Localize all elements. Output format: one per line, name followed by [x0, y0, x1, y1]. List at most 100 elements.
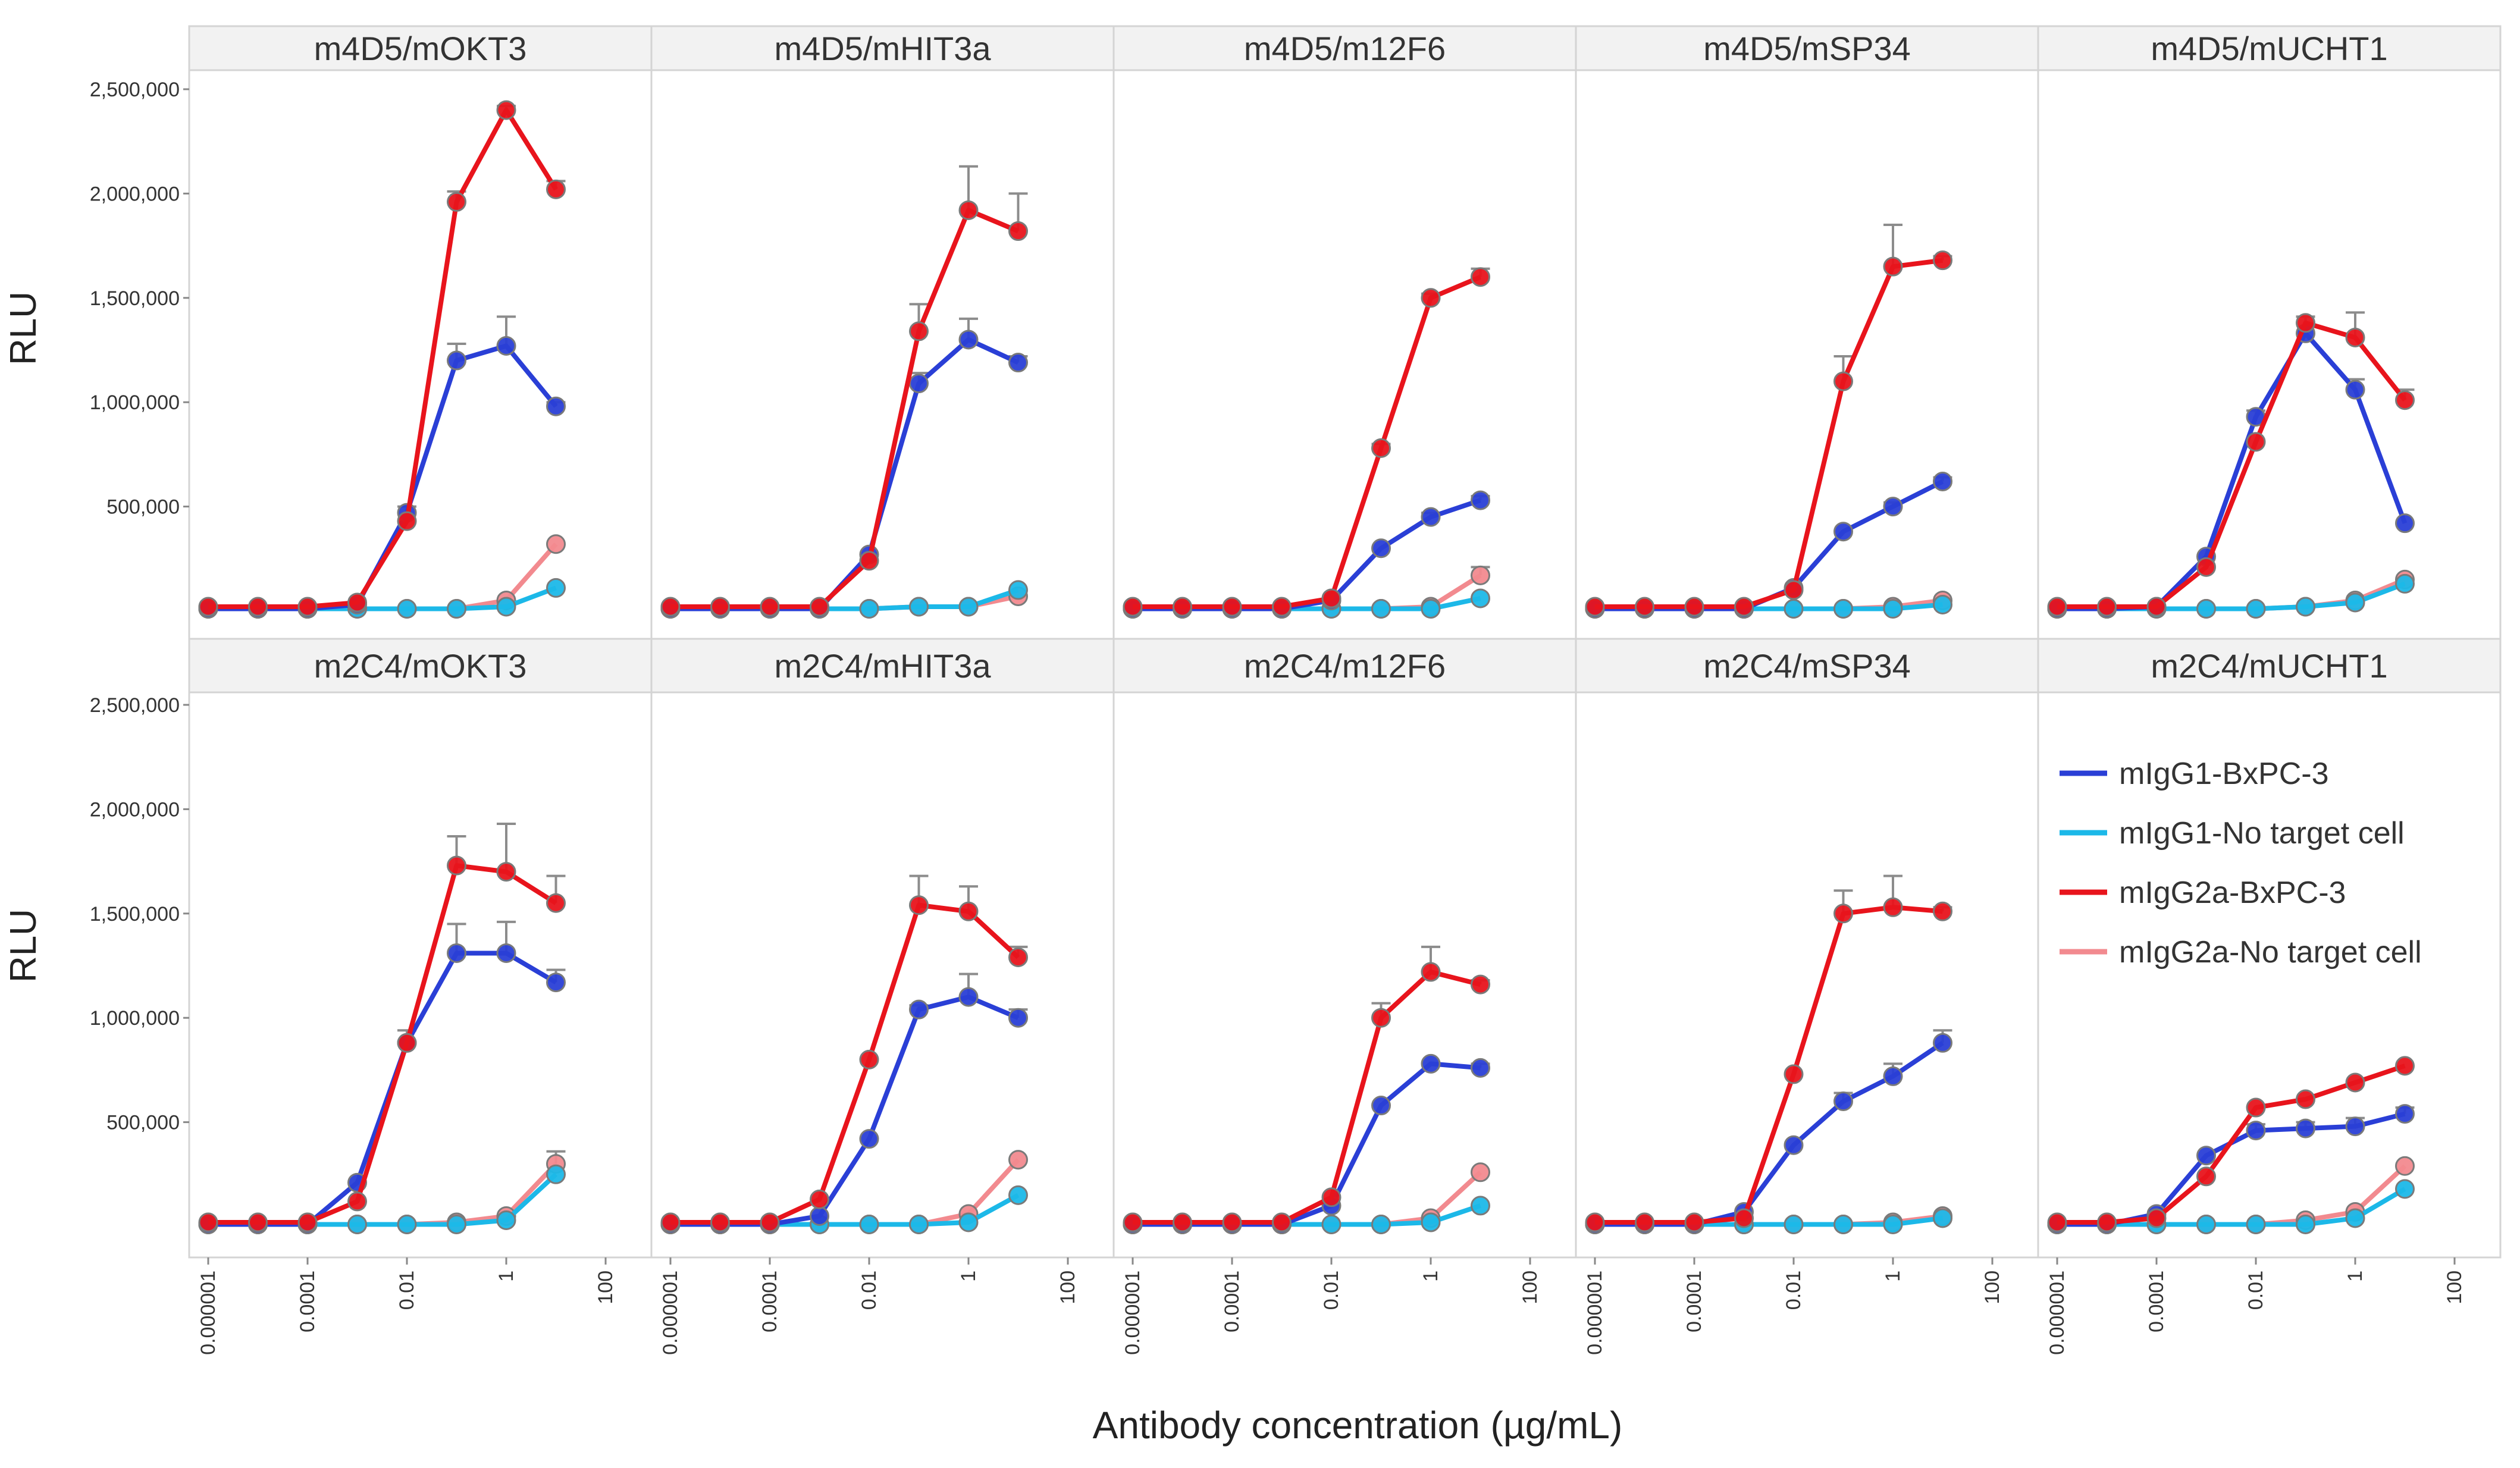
x-tick-label: 0.0001	[2145, 1271, 2168, 1332]
data-point	[2395, 390, 2415, 410]
data-point	[2345, 379, 2365, 400]
facet-strip	[1112, 25, 1577, 71]
data-point	[1173, 597, 1192, 617]
data-point	[1784, 1135, 1804, 1155]
data-point	[909, 895, 929, 915]
data-point	[958, 200, 979, 220]
data-point	[546, 396, 566, 416]
x-tick-label: 1	[1882, 1271, 1904, 1282]
data-point	[2395, 1156, 2415, 1176]
data-point	[1635, 597, 1654, 617]
y-tick-label: 1,500,000	[90, 287, 180, 310]
data-point	[909, 321, 929, 341]
x-tick-label: 0.000001	[659, 1271, 682, 1355]
data-point	[2296, 1089, 2315, 1109]
y-tick-label: 2,500,000	[90, 694, 180, 717]
data-point	[1471, 1196, 1490, 1216]
data-point	[1421, 507, 1441, 527]
data-point	[958, 1212, 979, 1232]
y-tick-label: 500,000	[106, 496, 180, 519]
data-point	[1371, 438, 1391, 458]
data-point	[496, 335, 516, 356]
data-point	[1684, 597, 1704, 617]
data-point	[546, 179, 566, 199]
data-point	[1933, 1208, 1952, 1228]
data-point	[1833, 1091, 1853, 1112]
data-point	[1173, 1212, 1192, 1232]
data-point	[958, 330, 979, 350]
data-point	[1371, 538, 1391, 559]
data-point	[909, 999, 929, 1020]
data-point	[1883, 897, 1903, 917]
data-point	[1421, 598, 1441, 619]
data-point	[1471, 1058, 1490, 1078]
data-point	[447, 598, 466, 619]
legend-label: mIgG2a-No target cell	[2119, 935, 2422, 970]
data-point	[760, 597, 780, 617]
data-point	[447, 192, 466, 212]
data-point	[660, 597, 681, 617]
facet-title: m4D5/mSP34	[1703, 30, 1911, 67]
data-point	[1883, 598, 1903, 619]
data-point	[1471, 565, 1490, 585]
data-point	[2395, 573, 2415, 594]
y-tick-label: 500,000	[106, 1112, 180, 1134]
y-tick-label: 2,500,000	[90, 79, 180, 101]
x-axis-label: Antibody concentration (µg/mL)	[1093, 1404, 1623, 1447]
data-point	[546, 578, 566, 598]
data-point	[2345, 1116, 2365, 1137]
data-point	[1933, 901, 1952, 921]
y-tick-label: 1,000,000	[90, 391, 180, 414]
panel-plot	[2047, 1056, 2415, 1234]
data-point	[1833, 598, 1853, 619]
facet-title: m4D5/mUCHT1	[2151, 30, 2387, 67]
data-point	[397, 598, 417, 619]
x-tick-label: 100	[1519, 1271, 1541, 1304]
legend: mIgG1-BxPC-3 mIgG1-No target cell mIgG2a-B…	[2060, 757, 2422, 970]
facet-title: m2C4/mHIT3a	[774, 647, 991, 685]
data-point	[760, 1212, 780, 1232]
panel-plot	[198, 822, 566, 1234]
x-tick-label: 0.000001	[1584, 1271, 1606, 1355]
x-tick-label: 0.0001	[758, 1271, 781, 1332]
data-point	[1684, 1212, 1704, 1232]
data-point	[2196, 598, 2216, 619]
data-point	[1883, 1066, 1903, 1086]
data-point	[1734, 597, 1754, 617]
data-point	[1222, 597, 1242, 617]
data-point	[909, 1214, 929, 1234]
y-tick-label: 1,500,000	[90, 903, 180, 926]
y-axis-label-top: RLU	[3, 291, 44, 365]
data-point	[1421, 962, 1441, 982]
data-point	[248, 597, 268, 617]
data-point	[1008, 1008, 1028, 1028]
x-tick-label: 100	[1057, 1271, 1079, 1304]
data-point	[1833, 522, 1853, 542]
panel-plot	[660, 874, 1028, 1234]
data-point	[859, 1214, 879, 1234]
data-point	[496, 862, 516, 882]
x-tick-label: 1	[495, 1271, 518, 1282]
facet-title: m4D5/mHIT3a	[774, 30, 991, 67]
legend-label: mIgG1-BxPC-3	[2119, 757, 2329, 791]
data-point	[859, 551, 879, 571]
data-point	[1833, 904, 1853, 924]
data-point	[1471, 490, 1490, 510]
x-tick-label: 100	[594, 1271, 617, 1304]
data-point	[2246, 432, 2266, 452]
data-point	[1321, 588, 1342, 608]
panel-plot	[1585, 874, 1952, 1234]
panel-plot	[1585, 224, 1952, 619]
panel-plot	[2047, 311, 2415, 619]
data-point	[447, 350, 466, 371]
data-point	[1784, 1064, 1804, 1084]
data-point	[909, 597, 929, 617]
data-point	[347, 1214, 367, 1234]
data-point	[1933, 250, 1952, 271]
facet-strip	[188, 25, 653, 71]
data-point	[2395, 1056, 2415, 1076]
x-tick-label: 0.0001	[1221, 1271, 1243, 1332]
data-point	[1371, 1096, 1391, 1116]
legend-label: mIgG2a-BxPC-3	[2119, 876, 2346, 910]
